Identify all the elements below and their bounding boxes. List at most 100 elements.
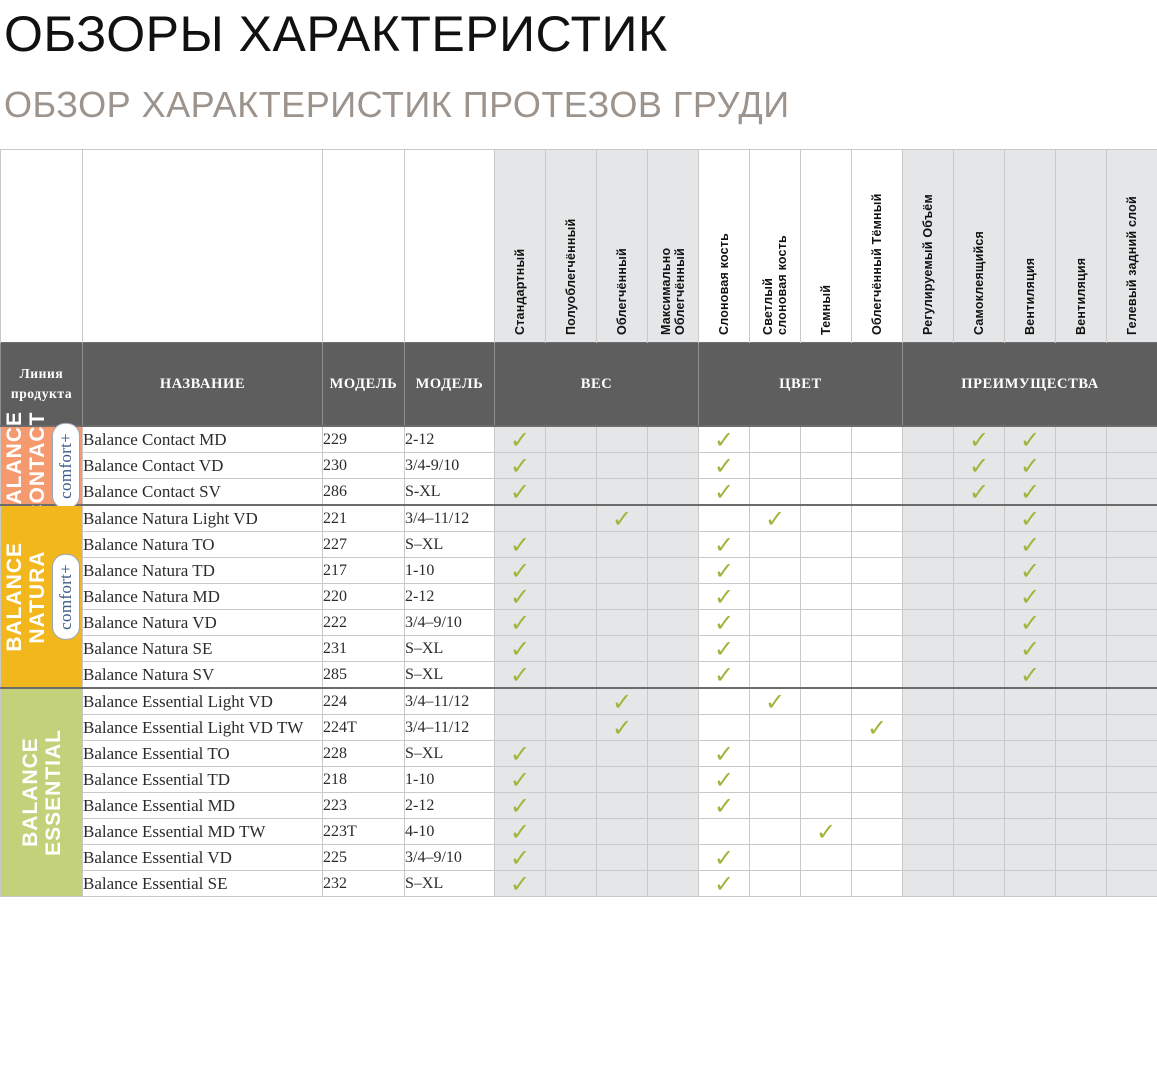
check-cell-empty <box>800 766 852 793</box>
column-header-8: Облегчённый Тёмный <box>851 149 903 343</box>
check-cell-empty <box>800 425 852 453</box>
check-cell-empty <box>953 870 1005 897</box>
check-cell-filled: ✓ <box>698 766 750 793</box>
product-line-label: BALANCE CONTACT <box>3 410 49 521</box>
check-cell-empty <box>749 661 801 689</box>
check-cell-empty <box>1055 740 1107 767</box>
check-cell-filled: ✓ <box>749 687 801 716</box>
check-cell-empty <box>494 714 546 741</box>
check-cell-empty <box>953 818 1005 845</box>
cell-name: Balance Essential TO <box>82 740 323 767</box>
header-name: НАЗВАНИЕ <box>82 342 323 427</box>
cell-name: Balance Natura VD <box>82 609 323 636</box>
check-cell-empty <box>800 609 852 636</box>
check-cell-empty <box>851 452 903 479</box>
check-cell-filled: ✓ <box>698 635 750 662</box>
check-cell-empty <box>1106 504 1157 532</box>
check-cell-filled: ✓ <box>494 766 546 794</box>
check-cell-empty <box>800 504 852 532</box>
cell-size: S–XL <box>404 870 495 897</box>
check-icon: ✓ <box>1019 635 1041 663</box>
check-cell-empty <box>902 635 954 662</box>
check-cell-empty <box>953 687 1005 715</box>
check-cell-empty <box>749 635 801 662</box>
check-cell-empty <box>545 687 597 715</box>
check-cell-empty <box>596 818 648 845</box>
cell-model: 227 <box>322 531 405 558</box>
check-cell-empty <box>1106 818 1157 845</box>
table-row: Balance Essential MD TW 223T 4-10 ✓ ✓ <box>1 818 1157 845</box>
check-cell-empty <box>902 844 954 871</box>
check-cell-empty <box>902 609 954 636</box>
check-cell-empty <box>1106 609 1157 636</box>
check-cell-empty <box>749 557 801 584</box>
check-icon: ✓ <box>509 766 531 794</box>
check-cell-empty <box>596 766 648 793</box>
check-cell-empty <box>749 870 801 897</box>
check-cell-filled: ✓ <box>1004 425 1056 453</box>
check-cell-empty <box>851 687 903 715</box>
check-cell-filled: ✓ <box>1004 557 1056 584</box>
cell-size: S-XL <box>404 478 495 506</box>
cell-model: 224T <box>322 714 405 741</box>
check-cell-empty <box>1055 425 1107 453</box>
check-icon: ✓ <box>509 531 531 559</box>
check-cell-empty <box>596 478 648 506</box>
check-cell-empty <box>647 870 699 897</box>
table-row: Balance Natura SE 231 S–XL ✓ ✓ ✓ <box>1 635 1157 663</box>
cell-size: S–XL <box>404 635 495 662</box>
check-cell-empty <box>1004 870 1056 897</box>
cell-size: 3/4–9/10 <box>404 844 495 871</box>
check-cell-empty <box>1055 557 1107 584</box>
check-icon: ✓ <box>968 478 990 506</box>
check-cell-empty <box>953 635 1005 662</box>
check-cell-filled: ✓ <box>494 818 546 845</box>
check-cell-empty <box>902 583 954 610</box>
cell-size: 1-10 <box>404 557 495 584</box>
check-cell-empty <box>545 818 597 845</box>
check-cell-empty <box>851 531 903 558</box>
check-cell-empty <box>545 478 597 506</box>
check-icon: ✓ <box>611 714 633 742</box>
column-header-3: Облегчённый <box>596 149 648 343</box>
check-icon: ✓ <box>713 583 735 611</box>
table-row: Balance Natura MD 220 2-12 ✓ ✓ ✓ <box>1 583 1157 611</box>
check-icon: ✓ <box>509 792 531 820</box>
check-icon: ✓ <box>764 688 786 716</box>
check-cell-empty <box>1106 687 1157 715</box>
check-cell-filled: ✓ <box>494 870 546 897</box>
cell-name: Balance Essential SE <box>82 870 323 897</box>
table-row: Balance Essential TD 218 1-10 ✓ ✓ <box>1 766 1157 794</box>
check-cell-empty <box>851 844 903 871</box>
check-icon: ✓ <box>509 740 531 768</box>
column-header-label: Вентиляция <box>1074 257 1088 335</box>
check-cell-empty <box>1055 661 1107 689</box>
check-icon: ✓ <box>611 688 633 716</box>
check-cell-filled: ✓ <box>698 452 750 479</box>
table-row: Balance Essential Light VD TW 224T 3/4–11/… <box>1 714 1157 742</box>
check-cell-filled: ✓ <box>1004 661 1056 689</box>
check-cell-empty <box>902 740 954 767</box>
check-cell-empty <box>1055 531 1107 558</box>
check-cell-filled: ✓ <box>1004 478 1056 506</box>
check-icon: ✓ <box>968 426 990 454</box>
check-cell-empty <box>902 531 954 558</box>
check-cell-empty <box>953 531 1005 558</box>
cell-name: Balance Essential MD TW <box>82 818 323 845</box>
check-cell-empty <box>596 792 648 819</box>
column-header-label: Слоновая кость <box>717 232 731 335</box>
cell-name: Balance Natura SE <box>82 635 323 662</box>
check-cell-empty <box>596 557 648 584</box>
specification-table: Стандартный Полуоблегчённый Облегчённый Мак… <box>0 149 1157 897</box>
check-cell-empty <box>596 635 648 662</box>
check-icon: ✓ <box>866 714 888 742</box>
check-cell-empty <box>545 557 597 584</box>
check-cell-filled: ✓ <box>698 531 750 558</box>
cell-model: 229 <box>322 425 405 453</box>
check-cell-empty <box>647 661 699 689</box>
column-header-label: Полуоблегчённый <box>564 218 578 335</box>
column-header-2: Полуоблегчённый <box>545 149 597 343</box>
check-cell-empty <box>698 714 750 741</box>
check-cell-empty <box>749 452 801 479</box>
check-cell-empty <box>800 687 852 715</box>
